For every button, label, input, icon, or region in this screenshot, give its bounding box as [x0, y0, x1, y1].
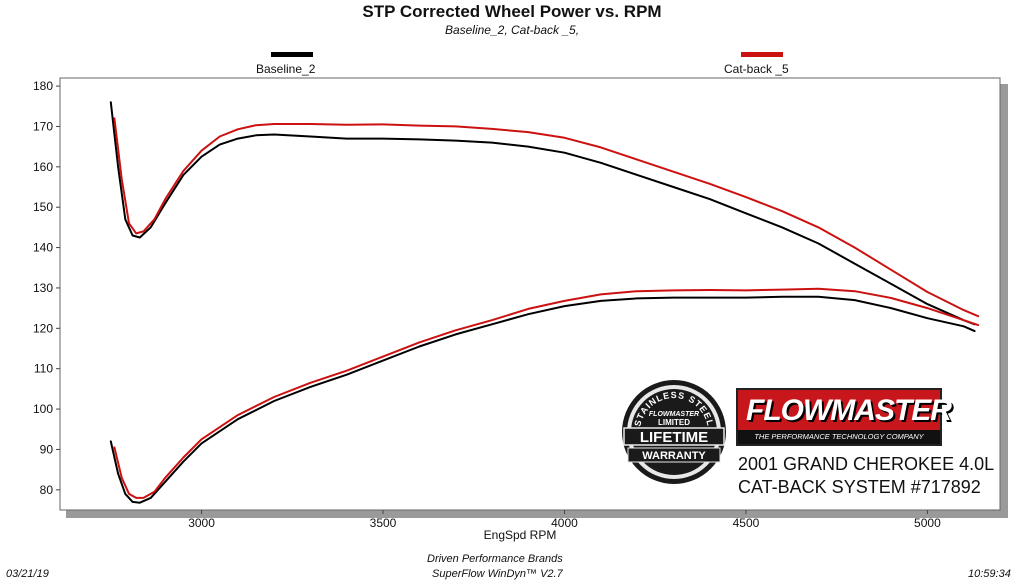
y-tick-label: 170	[33, 119, 53, 133]
y-tick-label: 80	[40, 483, 54, 497]
x-axis: 3000 3500 4000 4500 5000	[188, 510, 941, 530]
footer-time: 10:59:34	[968, 568, 1011, 580]
footer-company: Driven Performance Brands	[427, 553, 563, 565]
flowmaster-logo-name: FLOWMASTER	[746, 394, 952, 427]
y-tick-label: 120	[33, 321, 53, 335]
series-line-cat-back-5-power	[113, 117, 980, 318]
legend-label-baseline: Baseline_2	[256, 62, 316, 76]
y-tick-label: 130	[33, 281, 53, 295]
y-tick-label: 160	[33, 160, 53, 174]
footer-date: 03/21/19	[6, 568, 49, 580]
svg-text:FLOWMASTER: FLOWMASTER	[649, 411, 699, 418]
x-tick-label: 5000	[914, 516, 941, 530]
series-line-cat-back-5-torque	[113, 287, 980, 499]
series-line-baseline-2-torque	[109, 295, 976, 504]
svg-text:LIFETIME: LIFETIME	[640, 429, 708, 446]
x-tick-label: 3000	[188, 516, 215, 530]
flowmaster-logo: FLOWMASTER THE PERFORMANCE TECHNOLOGY CO…	[736, 388, 952, 446]
series-layer	[109, 101, 980, 504]
y-axis: 80 90 100 110 120 130 140 150 160 170 180	[33, 79, 60, 497]
lifetime-warranty-badge: STAINLESS STEEL FLOWMASTER LIMITED LIFET…	[622, 380, 726, 484]
series-line-baseline-2-power	[109, 101, 976, 326]
footer-software: SuperFlow WinDyn™ V2.7	[432, 568, 563, 580]
chart-title: STP Corrected Wheel Power vs. RPM	[362, 2, 662, 21]
vehicle-line-1: 2001 GRAND CHEROKEE 4.0L	[738, 454, 995, 474]
y-tick-label: 100	[33, 402, 53, 416]
x-tick-label: 3500	[370, 516, 397, 530]
y-tick-label: 150	[33, 200, 53, 214]
x-tick-label: 4000	[551, 516, 578, 530]
legend-swatch-baseline	[271, 52, 313, 57]
y-tick-label: 110	[34, 362, 53, 376]
y-tick-label: 180	[33, 79, 53, 93]
flowmaster-logo-tagline: THE PERFORMANCE TECHNOLOGY COMPANY	[738, 430, 940, 444]
x-tick-label: 4500	[733, 516, 760, 530]
chart-subtitle: Baseline_2, Cat-back _5,	[444, 23, 580, 37]
legend-label-catback: Cat-back _5	[724, 62, 789, 76]
legend-swatch-catback	[741, 52, 783, 57]
svg-text:LIMITED: LIMITED	[658, 418, 690, 427]
y-tick-label: 90	[40, 442, 54, 456]
vehicle-line-2: CAT-BACK SYSTEM #717892	[738, 477, 981, 497]
svg-text:WARRANTY: WARRANTY	[642, 450, 706, 462]
y-tick-label: 140	[33, 241, 53, 255]
x-axis-label: EngSpd RPM	[484, 528, 557, 542]
